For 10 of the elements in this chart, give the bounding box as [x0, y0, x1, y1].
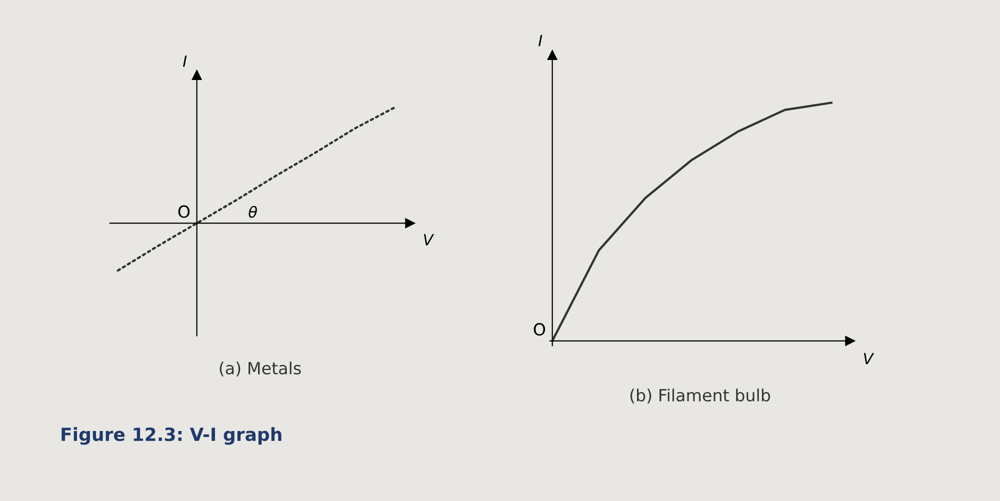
annotation: θ: [248, 206, 257, 218]
y-axis-title: I: [538, 34, 542, 46]
y-axis-title: I: [183, 56, 187, 67]
x-axis-title: V: [424, 234, 434, 246]
text: (a) Metals: [220, 362, 301, 376]
x-axis-title: V: [864, 353, 874, 364]
annotation: O: [178, 205, 190, 218]
caption: Figure 12.3: V-I graph: [62, 427, 282, 445]
text: (b) Filament bulb: [630, 388, 770, 404]
text: O: [534, 323, 546, 336]
